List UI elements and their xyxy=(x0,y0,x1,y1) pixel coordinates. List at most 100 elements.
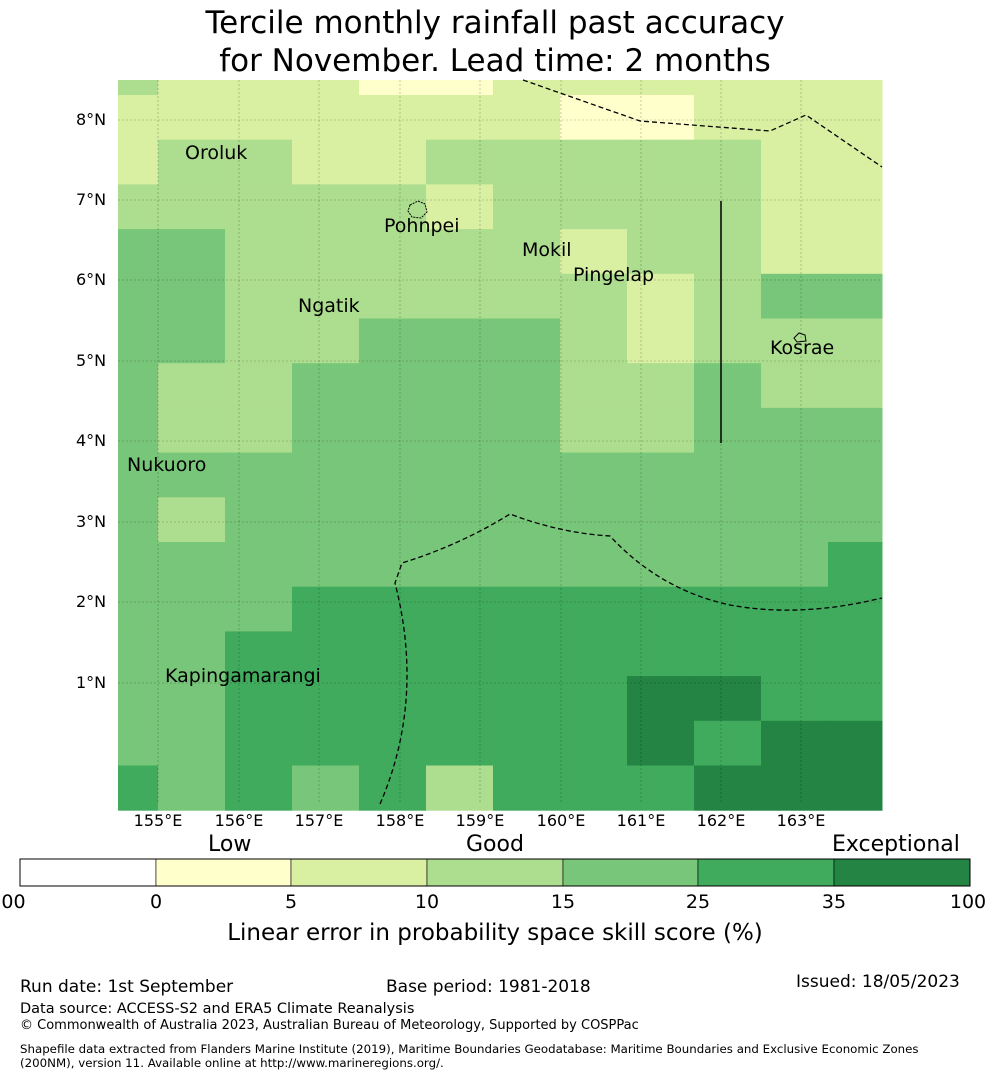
skill-cell xyxy=(158,229,226,275)
lon-tick-161: 161°E xyxy=(616,811,666,830)
skill-cell xyxy=(493,631,561,677)
skill-cell xyxy=(828,497,883,543)
skill-cell xyxy=(426,631,494,677)
skill-grid xyxy=(118,80,883,811)
skill-cell xyxy=(627,542,695,588)
skill-cell xyxy=(158,184,226,230)
lon-tick-158: 158°E xyxy=(375,811,425,830)
skill-cell xyxy=(426,720,494,766)
skill-cell xyxy=(560,586,628,632)
skill-cell xyxy=(225,542,293,588)
skill-cell xyxy=(158,95,226,141)
colorbar-segment xyxy=(19,858,157,887)
skill-cell xyxy=(560,229,628,275)
skill-cell xyxy=(292,184,360,230)
place-label-pingelap: Pingelap xyxy=(573,264,655,286)
skill-cell xyxy=(426,676,494,722)
skill-cell xyxy=(292,80,360,96)
skill-cell xyxy=(426,95,494,141)
skill-cell xyxy=(118,765,159,811)
skill-cell xyxy=(359,407,427,454)
skill-cell xyxy=(627,631,695,677)
skill-cell xyxy=(118,407,159,454)
skill-cell xyxy=(493,676,561,722)
skill-cell xyxy=(118,586,159,632)
skill-cell xyxy=(828,363,883,409)
skill-cell xyxy=(426,765,494,811)
skill-cell xyxy=(292,273,360,319)
skill-cell xyxy=(761,407,829,454)
skill-cell xyxy=(359,765,427,811)
colorbar-tick-0: 0 xyxy=(149,891,163,913)
kosrae-island-outline xyxy=(793,332,807,343)
colorbar-segment xyxy=(697,858,835,887)
skill-cell xyxy=(761,542,829,588)
skill-cell xyxy=(493,273,561,319)
lat-tick-4: 4°N xyxy=(76,431,107,450)
skill-cell xyxy=(158,363,226,409)
skill-cell xyxy=(292,497,360,543)
category-label-exceptional: Exceptional xyxy=(832,832,960,857)
skill-cell xyxy=(694,273,762,319)
skill-cell xyxy=(560,631,628,677)
skill-cell xyxy=(627,407,695,454)
lat-tick-2: 2°N xyxy=(76,592,107,611)
skill-cell xyxy=(560,80,628,96)
skill-cell xyxy=(359,452,427,498)
skill-cell xyxy=(493,139,561,185)
skill-cell xyxy=(359,631,427,677)
copyright: © Commonwealth of Australia 2023, Austra… xyxy=(20,1018,639,1033)
skill-cell xyxy=(225,720,293,766)
colorbar-segment xyxy=(426,858,564,887)
lon-tick-156: 156°E xyxy=(214,811,264,830)
skill-cell xyxy=(158,139,226,185)
place-label-pohnpei: Pohnpei xyxy=(384,215,460,237)
skill-cell xyxy=(828,184,883,230)
skill-cell xyxy=(493,765,561,811)
skill-cell xyxy=(761,363,829,409)
skill-cell xyxy=(560,318,628,364)
skill-cell xyxy=(761,80,829,96)
skill-cell xyxy=(158,542,226,588)
skill-cell xyxy=(493,497,561,543)
skill-cell xyxy=(828,765,883,811)
colorbar-tick-35: 35 xyxy=(821,891,847,913)
skill-cell xyxy=(225,586,293,632)
skill-cell xyxy=(426,80,494,96)
skill-cell xyxy=(426,363,494,409)
skill-cell xyxy=(158,676,226,722)
skill-cell xyxy=(627,765,695,811)
skill-cell xyxy=(828,318,883,364)
skill-cell xyxy=(225,631,293,677)
skill-cell xyxy=(560,363,628,409)
skill-cell xyxy=(359,720,427,766)
skill-cell xyxy=(761,139,829,185)
skill-cell xyxy=(118,363,159,409)
skill-cell xyxy=(694,95,762,141)
skill-cell xyxy=(828,80,883,96)
skill-cell xyxy=(118,452,159,498)
skill-cell xyxy=(359,80,427,96)
skill-cell xyxy=(828,229,883,275)
skill-cell xyxy=(118,720,159,766)
lon-tick-155: 155°E xyxy=(133,811,183,830)
skill-cell xyxy=(118,497,159,543)
skill-cell xyxy=(158,497,226,543)
skill-cell xyxy=(225,139,293,185)
skill-cell xyxy=(627,229,695,275)
skill-cell xyxy=(359,95,427,141)
skill-cell xyxy=(694,676,762,722)
skill-cell xyxy=(493,80,561,96)
shapefile-credit-line-1: Shapefile data extracted from Flanders M… xyxy=(20,1042,919,1056)
skill-cell xyxy=(426,586,494,632)
category-label-good: Good xyxy=(466,832,524,857)
colorbar-tick-25: 25 xyxy=(685,891,711,913)
skill-cell xyxy=(694,720,762,766)
skill-cell xyxy=(560,273,628,319)
skill-cell xyxy=(493,542,561,588)
skill-cell xyxy=(359,586,427,632)
skill-cell xyxy=(225,452,293,498)
lat-tick-7: 7°N xyxy=(76,190,107,209)
skill-cell xyxy=(560,676,628,722)
